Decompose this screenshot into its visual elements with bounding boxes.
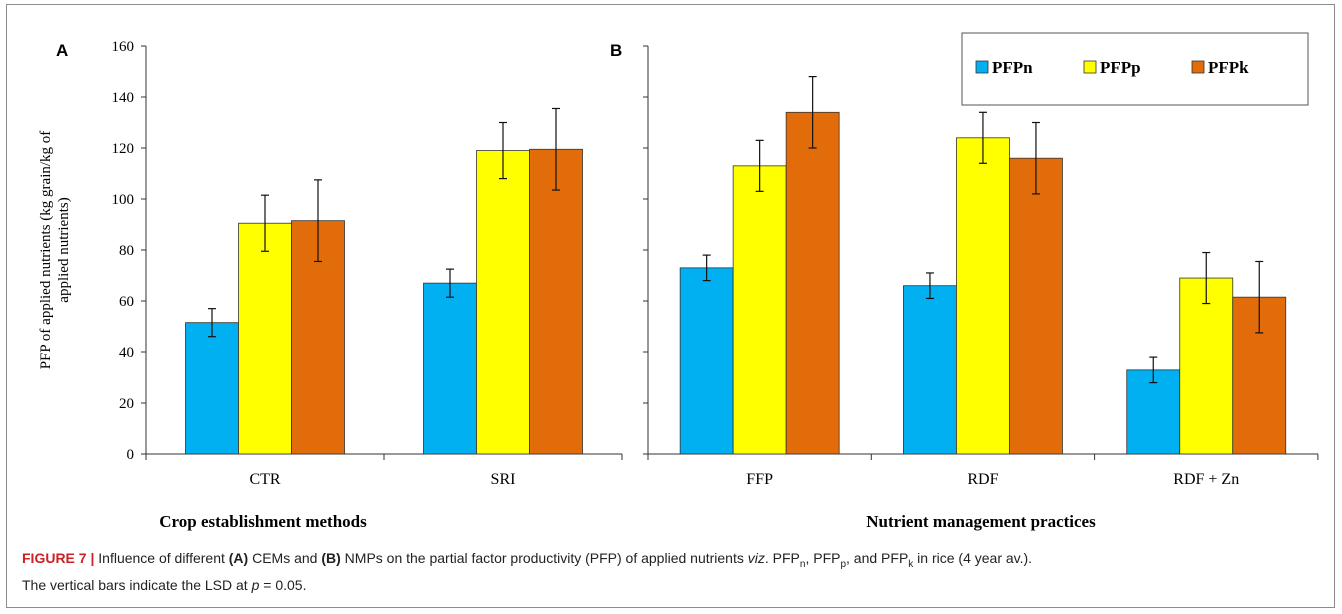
y-tick-label: 40 <box>119 345 134 361</box>
bar-pfpk <box>785 111 840 455</box>
panel-a-x-axis-label: Crop establishment methods <box>159 512 367 531</box>
caption-text: NMPs on the partial factor productivity … <box>340 550 748 566</box>
bar-pfpp <box>732 165 787 455</box>
y-axis-label-line1: PFP of applied nutrients (kg grain/kg of <box>38 131 54 370</box>
bar-pfpn <box>679 267 734 455</box>
legend: PFPn PFPp PFPk <box>961 32 1309 106</box>
y-tick-label: 100 <box>112 192 135 208</box>
figure-caption: FIGURE 7 | Influence of different (A) CE… <box>22 548 1322 595</box>
legend-label-pfpn: PFPn <box>992 58 1033 77</box>
y-tick-label: 0 <box>127 447 135 463</box>
caption-text: The vertical bars indicate the LSD at <box>22 576 252 593</box>
figure-frame <box>6 4 1335 608</box>
caption-text: Influence of different <box>94 550 229 566</box>
caption-sub-k: k <box>908 558 914 570</box>
caption-viz: viz <box>747 550 765 566</box>
x-category-label: SRI <box>491 471 516 488</box>
caption-line-1: FIGURE 7 | Influence of different (A) CE… <box>22 548 1322 575</box>
caption-line-2: The vertical bars indicate the LSD at p … <box>22 575 1322 595</box>
bar-pfpk <box>1009 157 1063 455</box>
caption-p-symbol: p <box>251 576 260 593</box>
bar-pfpk <box>529 148 583 455</box>
caption-panel-b-ref: (B) <box>321 550 341 566</box>
x-category-label: RDF <box>967 471 998 488</box>
y-tick-label: 140 <box>112 90 135 106</box>
bar-pfpp <box>1179 277 1234 455</box>
caption-text: CEMs and <box>248 550 322 566</box>
y-tick-label: 120 <box>112 141 135 157</box>
bar-pfpp <box>238 222 292 455</box>
legend-label-pfpk: PFPk <box>1208 58 1249 77</box>
x-category-label: FFP <box>746 471 773 488</box>
caption-sub-p: p <box>840 558 847 570</box>
caption-figure-label: FIGURE 7 | <box>22 550 95 566</box>
y-tick-label: 20 <box>119 396 134 412</box>
caption-text: , PFP <box>805 550 841 566</box>
panel-a-chart: A PFP of applied nutrients (kg grain/kg … <box>38 39 623 531</box>
caption-text: in rice (4 year av.). <box>913 550 1033 566</box>
bar-pfpp <box>956 137 1010 455</box>
caption-text: , and PFP <box>846 550 909 566</box>
panel-b-label: B <box>610 41 622 60</box>
legend-swatch-pfpn <box>975 60 989 74</box>
bar-pfpn <box>185 322 239 455</box>
caption-text: = 0.05. <box>259 576 307 593</box>
legend-label-pfpp: PFPp <box>1100 58 1141 77</box>
panel-a-label: A <box>56 41 68 60</box>
caption-text: . PFP <box>764 550 800 566</box>
bar-pfpn <box>903 285 957 455</box>
y-tick-label: 60 <box>119 294 134 310</box>
panel-b-x-axis-label: Nutrient management practices <box>866 512 1096 531</box>
caption-panel-a-ref: (A) <box>228 550 249 566</box>
legend-swatch-pfpp <box>1083 60 1097 74</box>
bar-pfpp <box>476 150 530 455</box>
legend-swatch-pfpk <box>1191 60 1205 74</box>
x-category-label: RDF + Zn <box>1173 471 1239 488</box>
y-axis-label-line2: applied nutrients) <box>56 197 72 302</box>
panel-b-chart: B Nutrient management practices FFP RDF RD… <box>610 41 1319 531</box>
x-category-label: CTR <box>249 471 280 488</box>
y-tick-label: 160 <box>112 39 135 55</box>
caption-sub-n: n <box>799 558 806 570</box>
y-tick-label: 80 <box>119 243 134 259</box>
bar-pfpn <box>423 282 477 455</box>
legend-box <box>961 32 1309 106</box>
